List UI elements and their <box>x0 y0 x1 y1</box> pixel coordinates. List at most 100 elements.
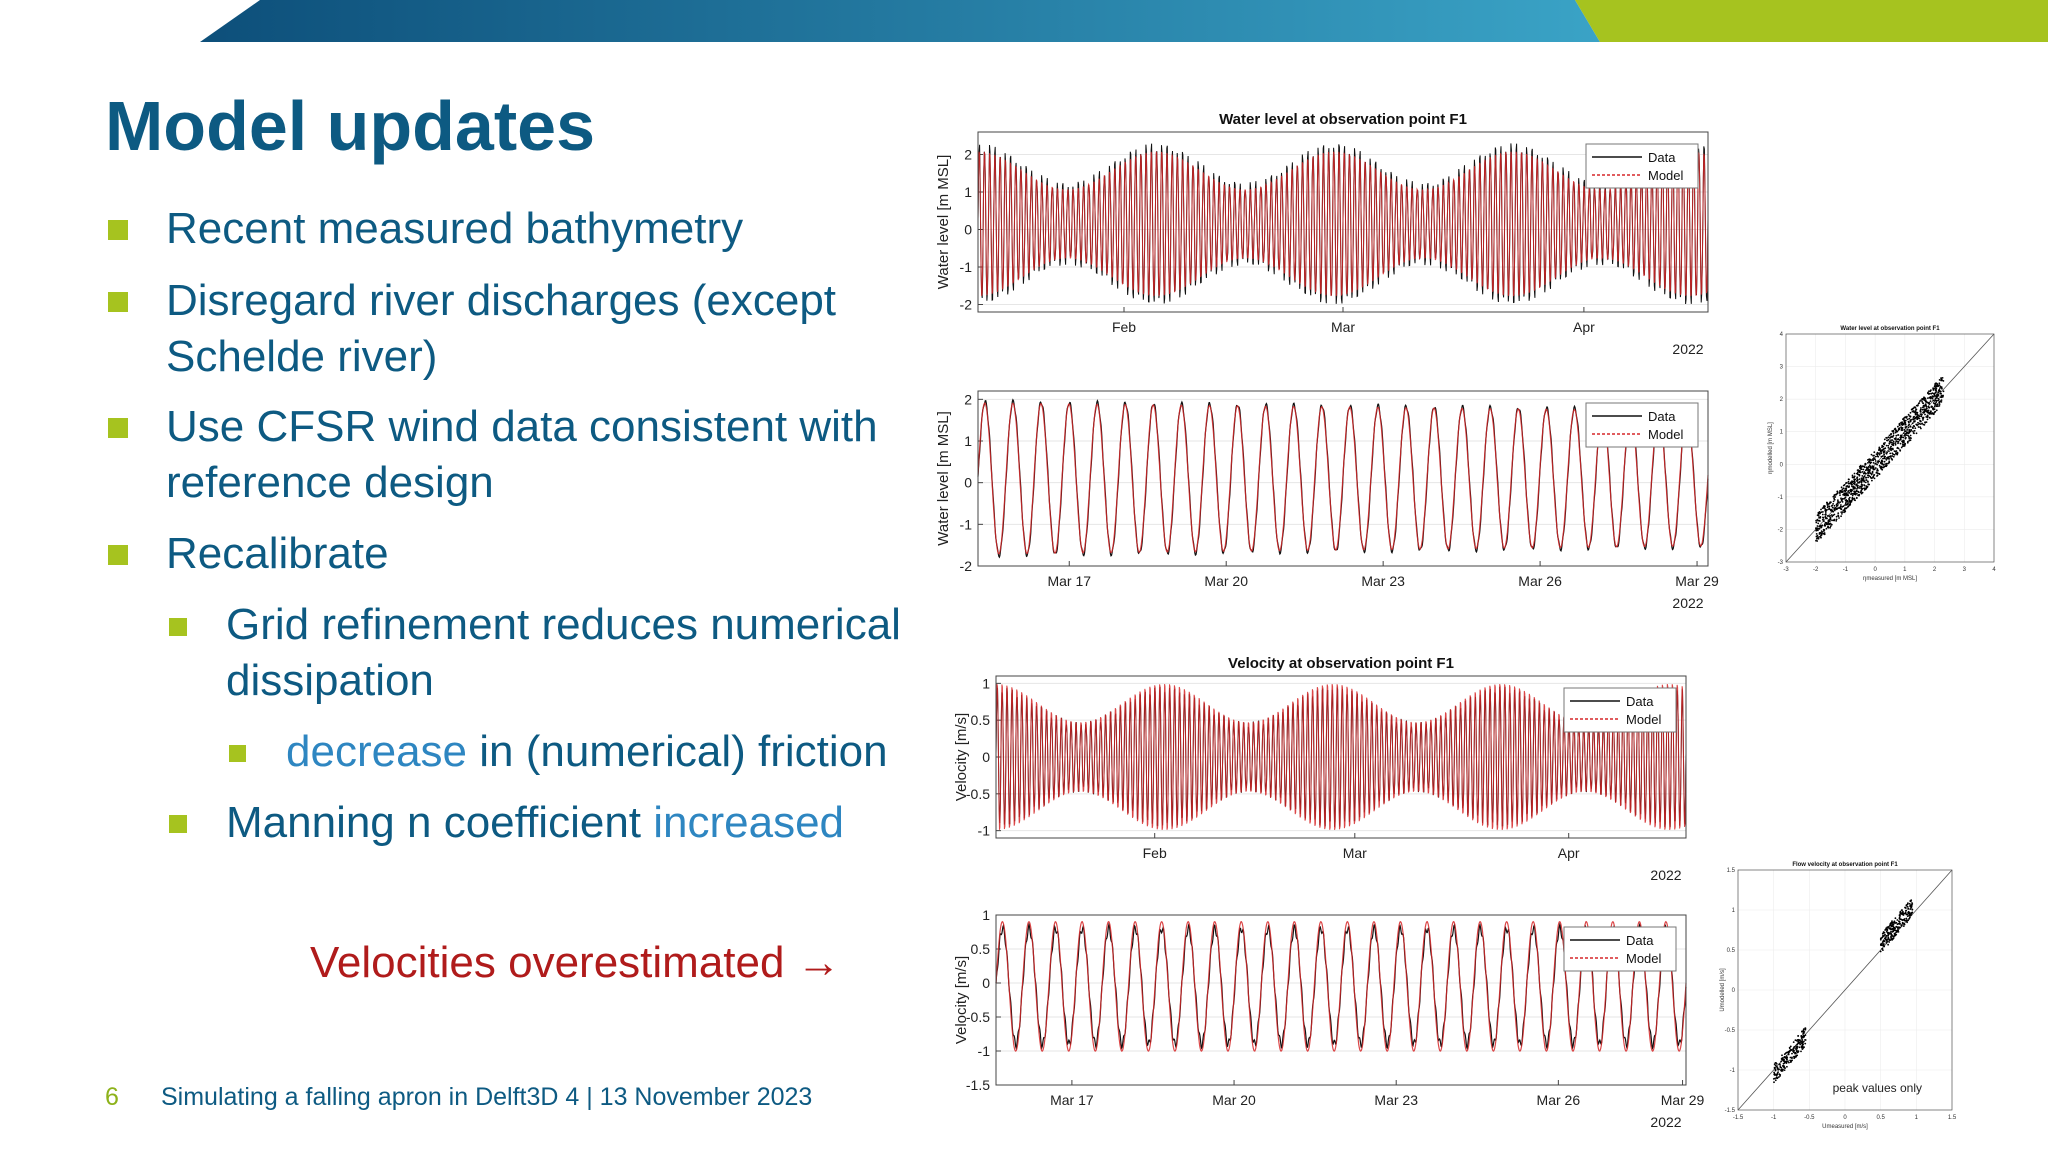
scatter-point <box>1840 504 1842 506</box>
scatter-point <box>1781 1054 1783 1057</box>
scatter-point <box>1776 1066 1779 1069</box>
scatter-point <box>1831 515 1834 518</box>
scatter-point <box>1791 1052 1793 1055</box>
scatter-point <box>1911 408 1913 411</box>
x-tick-label: Apr <box>1573 319 1595 335</box>
scatter-point <box>1937 405 1939 408</box>
scatter-point <box>1887 462 1889 465</box>
scatter-point <box>1775 1073 1777 1076</box>
scatter-point <box>1835 518 1838 521</box>
scatter-point <box>1883 438 1886 441</box>
scatter-point <box>1883 945 1886 948</box>
scatter-point <box>1861 465 1864 468</box>
scatter-point <box>1860 468 1863 471</box>
scatter-point <box>1903 923 1906 926</box>
scatter-point <box>1891 439 1894 441</box>
scatter-point <box>1787 1060 1789 1062</box>
x-tick-label: Mar 20 <box>1204 573 1248 589</box>
scatter-point <box>1859 471 1861 473</box>
scatter-point <box>1833 496 1836 498</box>
scatter-point <box>1936 396 1939 398</box>
scatter-point <box>1883 937 1886 940</box>
scatter-point <box>1860 465 1862 468</box>
accent-text: decrease <box>286 727 468 776</box>
scatter-point <box>1837 500 1839 503</box>
scatter-point <box>1863 475 1866 478</box>
scatter-point <box>1870 459 1873 461</box>
scatter-point <box>1802 1036 1804 1039</box>
scatter-point <box>1934 384 1936 387</box>
scatter-point <box>1926 411 1929 414</box>
scatter-point <box>1891 458 1894 461</box>
scatter-point <box>1881 446 1883 449</box>
scatter-point <box>1867 469 1870 471</box>
scatter-point <box>1859 485 1861 488</box>
scatter-point <box>1863 466 1866 469</box>
scatter-point <box>1942 380 1945 382</box>
scatter-point <box>1880 455 1883 458</box>
scatter-point <box>1892 442 1895 445</box>
y-tick-label: 2 <box>1780 397 1784 403</box>
scatter-point <box>1888 442 1891 444</box>
x-tick-label: 2 <box>1933 567 1937 573</box>
scatter-point <box>1885 452 1888 455</box>
y-tick-label: -1 <box>1778 495 1784 501</box>
scatter-point <box>1886 451 1889 454</box>
scatter-point <box>1905 917 1908 920</box>
legend-box <box>1563 687 1677 733</box>
scatter-point <box>1861 471 1864 473</box>
scatter-point <box>1892 923 1895 926</box>
scatter-point <box>1864 481 1867 484</box>
legend-box <box>1563 926 1677 972</box>
scatter-point <box>1858 481 1861 483</box>
scatter-point <box>1898 923 1901 925</box>
y-tick-label: 0 <box>964 475 972 491</box>
scatter-point <box>1929 400 1932 402</box>
scatter-point <box>1890 441 1893 444</box>
scatter-point <box>1773 1081 1775 1084</box>
scatter-point <box>1850 500 1852 503</box>
scatter-point <box>1868 470 1871 473</box>
scatter-point <box>1920 399 1922 401</box>
scatter-point <box>1880 452 1883 455</box>
scatter-point <box>1858 487 1861 489</box>
scatter-point <box>1820 536 1822 539</box>
scatter-point <box>1818 527 1820 530</box>
scatter-point <box>1874 467 1877 469</box>
scatter-point <box>1846 500 1849 502</box>
scatter-point <box>1876 451 1879 454</box>
scatter-point <box>1927 392 1929 395</box>
scatter-point <box>1919 410 1922 413</box>
scatter-point <box>1876 463 1878 466</box>
scatter-point <box>1839 505 1842 508</box>
scatter-point <box>1780 1060 1782 1063</box>
scatter-point <box>1815 527 1818 530</box>
scatter-point <box>1904 419 1907 422</box>
scatter-point <box>1935 405 1938 408</box>
scatter-point <box>1827 521 1830 524</box>
scatter-point <box>1881 941 1884 943</box>
scatter-point <box>1816 514 1819 516</box>
velocity-zoom-chart: -1.5 -1 -0.5 0 0.5 1 Velocity [m/s] Mar 17 Mar 2… <box>953 907 1705 1130</box>
scatter-point <box>1789 1056 1792 1059</box>
scatter-point <box>1848 492 1851 494</box>
x-tick-label: Mar <box>1343 845 1367 861</box>
scatter-point <box>1909 430 1912 433</box>
plot-frame <box>1737 869 1953 1111</box>
scatter-point <box>1817 519 1819 522</box>
scatter-point <box>1862 468 1865 471</box>
scatter-point <box>1910 418 1912 421</box>
scatter-point <box>1906 418 1909 421</box>
scatter-point <box>1919 408 1922 411</box>
scatter-point <box>1909 908 1912 910</box>
series-model-line <box>995 920 1687 1052</box>
scatter-point <box>1901 422 1904 425</box>
scatter-point <box>1890 924 1893 926</box>
scatter-point <box>1856 492 1858 495</box>
scatter-point <box>1847 502 1849 504</box>
y-tick-label: -2 <box>960 297 973 313</box>
scatter-point <box>1905 417 1908 419</box>
legend-model-label: Model <box>1626 712 1662 727</box>
scatter-point <box>1918 415 1921 418</box>
scatter-point <box>1800 1046 1803 1049</box>
